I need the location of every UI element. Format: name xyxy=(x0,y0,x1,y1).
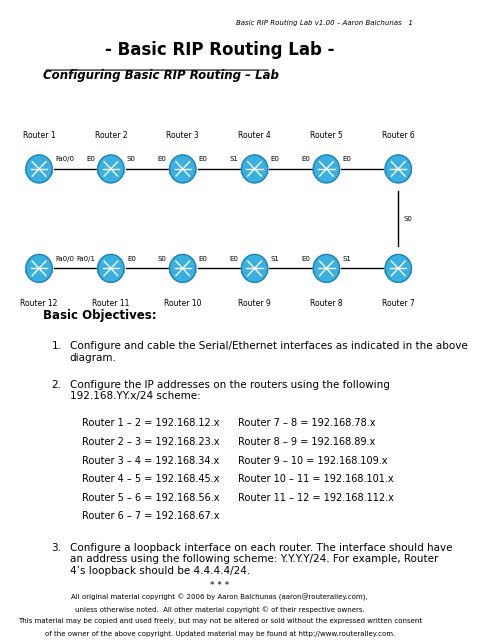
Text: Router 5 – 6 = 192.168.56.x: Router 5 – 6 = 192.168.56.x xyxy=(82,493,220,503)
Polygon shape xyxy=(98,155,124,183)
Text: E0: E0 xyxy=(198,255,207,262)
Text: This material may be copied and used freely, but may not be altered or sold with: This material may be copied and used fre… xyxy=(18,618,422,625)
Text: Fa0/0: Fa0/0 xyxy=(55,255,74,262)
Text: Router 8 – 9 = 192.168.89.x: Router 8 – 9 = 192.168.89.x xyxy=(238,437,375,447)
Polygon shape xyxy=(242,255,268,282)
Text: 2.: 2. xyxy=(51,380,61,390)
Polygon shape xyxy=(170,255,196,282)
Polygon shape xyxy=(170,169,196,176)
Text: Basic RIP Routing Lab v1.00 – Aaron Balchunas   1: Basic RIP Routing Lab v1.00 – Aaron Balc… xyxy=(236,20,413,26)
Text: E0: E0 xyxy=(127,255,136,262)
Text: Router 3 – 4 = 192.168.34.x: Router 3 – 4 = 192.168.34.x xyxy=(82,456,219,465)
Polygon shape xyxy=(313,169,340,176)
Text: All original material copyright © 2006 by Aaron Balchunas (aaron@routeralley.com: All original material copyright © 2006 b… xyxy=(71,593,368,601)
Text: Fa0/0: Fa0/0 xyxy=(55,156,74,162)
Polygon shape xyxy=(242,155,268,183)
Text: Router 10: Router 10 xyxy=(164,300,201,308)
Text: Router 2 – 3 = 192.168.23.x: Router 2 – 3 = 192.168.23.x xyxy=(82,437,220,447)
Polygon shape xyxy=(98,169,124,176)
Text: Router 7 – 8 = 192.168.78.x: Router 7 – 8 = 192.168.78.x xyxy=(238,418,376,428)
Text: Router 10 – 11 = 192.168.101.x: Router 10 – 11 = 192.168.101.x xyxy=(238,474,394,484)
Text: 1.: 1. xyxy=(51,341,61,351)
Polygon shape xyxy=(385,155,411,183)
Text: E0: E0 xyxy=(198,156,207,162)
Polygon shape xyxy=(26,155,52,183)
Text: 3.: 3. xyxy=(51,543,61,552)
Polygon shape xyxy=(98,255,124,282)
Text: * * *: * * * xyxy=(210,581,229,590)
Text: Basic Objectives:: Basic Objectives: xyxy=(43,309,157,322)
Text: Fa0/1: Fa0/1 xyxy=(76,255,95,262)
Text: Router 9: Router 9 xyxy=(238,300,271,308)
Text: Router 11 – 12 = 192.168.112.x: Router 11 – 12 = 192.168.112.x xyxy=(238,493,394,503)
Text: of the owner of the above copyright. Updated material may be found at http://www: of the owner of the above copyright. Upd… xyxy=(45,631,395,637)
Polygon shape xyxy=(170,155,196,183)
Text: Router 9 – 10 = 192.168.109.x: Router 9 – 10 = 192.168.109.x xyxy=(238,456,388,465)
Text: S0: S0 xyxy=(127,156,136,162)
Text: Router 6 – 7 = 192.168.67.x: Router 6 – 7 = 192.168.67.x xyxy=(82,511,220,522)
Polygon shape xyxy=(26,268,52,275)
Text: Router 1: Router 1 xyxy=(23,131,55,140)
Text: E0: E0 xyxy=(301,255,310,262)
Text: Router 1 – 2 = 192.168.12.x: Router 1 – 2 = 192.168.12.x xyxy=(82,418,220,428)
Text: Router 2: Router 2 xyxy=(95,131,127,140)
Text: unless otherwise noted.  All other material copyright © of their respective owne: unless otherwise noted. All other materi… xyxy=(75,606,364,612)
Text: Router 4 – 5 = 192.168.45.x: Router 4 – 5 = 192.168.45.x xyxy=(82,474,220,484)
Text: E0: E0 xyxy=(271,156,280,162)
Text: E0: E0 xyxy=(158,156,167,162)
Text: E0: E0 xyxy=(86,156,95,162)
Polygon shape xyxy=(313,268,340,275)
Text: S1: S1 xyxy=(343,255,351,262)
Polygon shape xyxy=(385,169,411,176)
Polygon shape xyxy=(26,169,52,176)
Polygon shape xyxy=(313,155,340,183)
Text: Router 11: Router 11 xyxy=(92,300,130,308)
Text: E0: E0 xyxy=(230,255,239,262)
Text: Router 5: Router 5 xyxy=(310,131,343,140)
Text: S0: S0 xyxy=(403,216,412,221)
Polygon shape xyxy=(242,268,268,275)
Polygon shape xyxy=(26,255,52,282)
Text: Configure a loopback interface on each router. The interface should have
an addr: Configure a loopback interface on each r… xyxy=(70,543,452,576)
Text: Router 6: Router 6 xyxy=(382,131,415,140)
Text: Router 8: Router 8 xyxy=(310,300,343,308)
Text: Router 3: Router 3 xyxy=(166,131,199,140)
Text: S0: S0 xyxy=(158,255,167,262)
Polygon shape xyxy=(385,255,411,282)
Polygon shape xyxy=(242,169,268,176)
Text: Configuring Basic RIP Routing – Lab: Configuring Basic RIP Routing – Lab xyxy=(43,69,279,82)
Text: S1: S1 xyxy=(271,255,280,262)
Polygon shape xyxy=(170,268,196,275)
Polygon shape xyxy=(98,268,124,275)
Text: S1: S1 xyxy=(230,156,239,162)
Polygon shape xyxy=(385,268,411,275)
Text: Router 7: Router 7 xyxy=(382,300,415,308)
Text: E0: E0 xyxy=(343,156,351,162)
Polygon shape xyxy=(313,255,340,282)
Text: - Basic RIP Routing Lab -: - Basic RIP Routing Lab - xyxy=(105,42,335,60)
Text: Configure the IP addresses on the routers using the following
192.168.YY.x/24 sc: Configure the IP addresses on the router… xyxy=(70,380,390,401)
Text: Router 4: Router 4 xyxy=(238,131,271,140)
Text: Router 12: Router 12 xyxy=(20,300,58,308)
Text: E0: E0 xyxy=(301,156,310,162)
Text: Configure and cable the Serial/Ethernet interfaces as indicated in the above
dia: Configure and cable the Serial/Ethernet … xyxy=(70,341,468,363)
